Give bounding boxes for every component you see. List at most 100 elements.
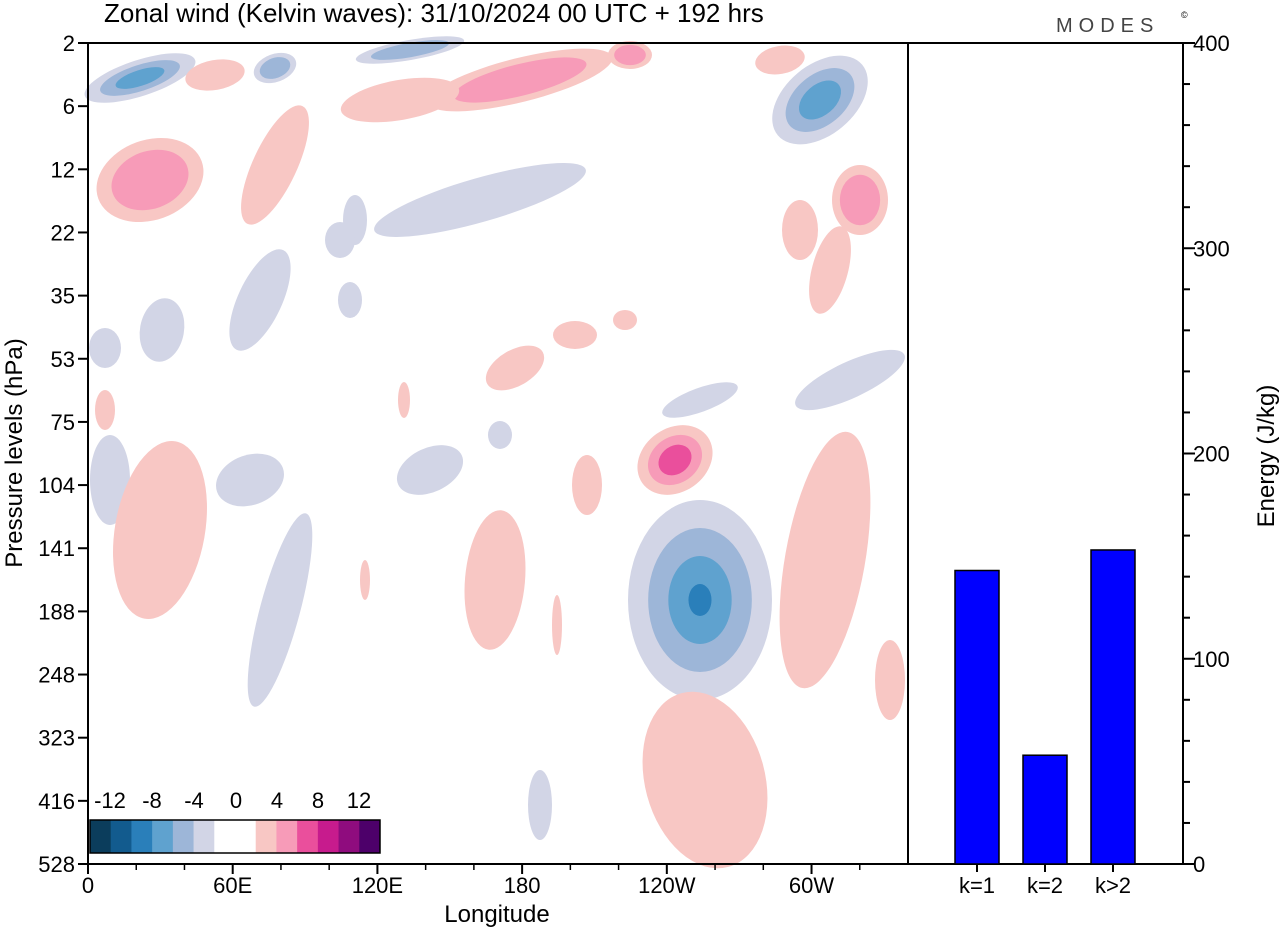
brand-mark: ©	[1181, 10, 1188, 20]
energy-tick-label: 200	[1193, 442, 1230, 467]
colorbar-swatch	[172, 820, 195, 853]
wind-contour-pos-10-0	[241, 105, 309, 225]
energy-tick-label: 300	[1193, 236, 1230, 261]
colorbar-swatch	[110, 820, 132, 853]
wind-contour-neg-28-0	[216, 453, 284, 507]
wind-contour-pos-4-1	[614, 44, 646, 66]
x-axis-label: Longitude	[444, 901, 549, 928]
y-tick-label: 35	[51, 284, 75, 309]
y-tick-label: 248	[38, 663, 75, 688]
wind-contour-pos-38-0	[779, 431, 871, 689]
colorbar-swatch	[338, 820, 360, 853]
wind-contour-pos-16-0	[809, 226, 851, 314]
y-tick-label: 188	[38, 599, 75, 624]
energy-tick-label: 0	[1193, 852, 1205, 877]
wind-contour-neg-17-0	[229, 249, 291, 351]
colorbar-swatch	[359, 820, 381, 853]
energy-bar-frame	[907, 42, 1184, 865]
colorbar-swatch	[317, 820, 340, 853]
wind-contour-pos-3-1	[453, 57, 587, 103]
colorbar-swatch	[235, 820, 257, 853]
wind-contour-pos-15-0	[782, 200, 818, 260]
wind-contour-neg-29-0	[90, 435, 130, 525]
wind-contour-pos-36-0	[552, 595, 562, 655]
bar-category-label: k>2	[1095, 873, 1131, 898]
colorbar-swatch	[276, 820, 298, 853]
energy-bars: k=1 k=2 k>2	[954, 549, 1136, 898]
y-axis-label: Pressure levels (hPa)	[1, 338, 28, 567]
x-tick-label: 120E	[352, 873, 403, 898]
x-tick-label: 60E	[213, 873, 252, 898]
colorbar-swatch	[90, 820, 112, 853]
brand-name: MODES	[1056, 15, 1159, 37]
colorbar-swatch	[193, 820, 215, 853]
wind-contour-pos-7-0	[340, 77, 460, 123]
wind-contour-pos-31-0	[113, 441, 207, 619]
colorbar-label: 4	[271, 788, 283, 813]
colorbar-label: 0	[230, 788, 242, 813]
brand-logo: MODES ©	[1056, 10, 1188, 37]
x-axis-ticks: 0 60E 120E 180 120W 60W	[82, 864, 861, 898]
wind-contour-pos-34-0	[464, 510, 526, 650]
y-tick-label: 528	[38, 852, 75, 877]
y-tick-label: 75	[51, 410, 75, 435]
energy-axis-label: Energy (J/kg)	[1253, 385, 1280, 528]
y-tick-label: 2	[63, 31, 75, 56]
wind-contour-pos-8-0	[755, 45, 805, 75]
wind-contour-neg-1-1	[259, 57, 291, 79]
wind-contour-pos-9-1	[111, 149, 189, 211]
wind-contour-neg-0-2	[115, 67, 165, 89]
y-tick-label: 416	[38, 789, 75, 814]
colorbar-swatch	[214, 820, 236, 853]
colorbar-swatch	[297, 820, 319, 853]
wind-contour-pos-43-0	[398, 382, 410, 418]
energy-tick-label: 100	[1193, 647, 1230, 672]
wind-contour-neg-33-0	[247, 513, 313, 707]
wind-contour-pos-32-0	[572, 455, 602, 515]
y-tick-label: 6	[63, 94, 75, 119]
y-tick-label: 104	[38, 473, 75, 498]
colorbar-swatch	[131, 820, 153, 853]
colorbar-swatch	[255, 820, 277, 853]
wind-contour-neg-37-3	[688, 584, 712, 616]
zonal-wind-heatmap	[84, 36, 905, 869]
wind-contour-neg-41-0	[528, 770, 552, 840]
colorbar-label: 12	[347, 788, 371, 813]
wind-contour-neg-27-0	[396, 445, 464, 495]
wind-contour-pos-30-2	[658, 444, 692, 476]
y-tick-label: 323	[38, 726, 75, 751]
wind-contour-pos-42-0	[95, 390, 115, 430]
wind-contour-neg-2-1	[370, 40, 450, 60]
y-tick-label: 53	[51, 347, 75, 372]
y-tick-label: 141	[38, 536, 75, 561]
x-tick-label: 60W	[789, 873, 834, 898]
wind-contour-pos-40-0	[642, 691, 768, 869]
chart-title: Zonal wind (Kelvin waves): 31/10/2024 00…	[104, 0, 764, 28]
wind-contour-neg-26-0	[488, 421, 512, 449]
wind-contour-pos-6-0	[185, 59, 245, 91]
heatmap-frame	[87, 42, 909, 865]
wind-contour-pos-23-0	[613, 310, 637, 330]
wind-contour-neg-11-0	[374, 163, 586, 237]
y-axis-ticks: 2 6 12 22 35 53 75 104 141 188 248 323 416 528	[38, 31, 88, 877]
bar-category-label: k=1	[959, 873, 995, 898]
wind-contour-neg-20-0	[338, 282, 362, 318]
energy-axis-ticks: 0 100 200 300 400	[1183, 31, 1230, 877]
colorbar: -12 -8 -4 0 4 8 12	[89, 788, 381, 854]
colorbar-label: -8	[142, 788, 162, 813]
y-tick-label: 22	[51, 220, 75, 245]
colorbar-frame	[89, 819, 381, 854]
wind-contour-pos-14-1	[839, 174, 881, 226]
wind-contour-neg-19-0	[89, 328, 121, 368]
energy-tick-label: 400	[1193, 31, 1230, 56]
wind-contour-neg-5-2	[798, 80, 842, 120]
energy-bar-2	[1022, 754, 1068, 865]
colorbar-label: -12	[94, 788, 126, 813]
colorbar-label: -4	[184, 788, 204, 813]
bar-category-label: k=2	[1027, 873, 1063, 898]
wind-contour-neg-25-0	[795, 349, 905, 411]
wind-contour-neg-24-0	[662, 382, 738, 418]
colorbar-swatch	[152, 820, 174, 853]
wind-contour-neg-18-0	[139, 298, 185, 362]
energy-bar-3	[1090, 549, 1136, 865]
